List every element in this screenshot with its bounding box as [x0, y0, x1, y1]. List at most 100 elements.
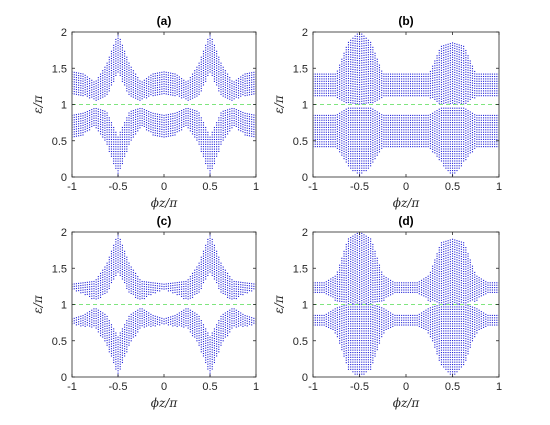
band-point — [172, 77, 174, 79]
band-point — [170, 91, 172, 93]
band-point — [334, 95, 336, 97]
band-point — [367, 78, 369, 80]
band-point — [124, 131, 126, 133]
band-point — [339, 74, 341, 76]
band-point — [99, 114, 102, 116]
band-point — [454, 172, 456, 174]
band-point — [440, 148, 443, 150]
band-point — [145, 90, 148, 92]
band-point — [401, 126, 403, 128]
band-point — [467, 155, 469, 157]
band-point — [194, 117, 196, 119]
band-point — [467, 81, 469, 83]
band-point — [454, 47, 456, 49]
band-point — [367, 82, 369, 85]
band-point — [359, 162, 361, 164]
band-point — [218, 122, 220, 124]
band-point — [242, 91, 244, 93]
band-point — [365, 92, 367, 95]
band-point — [463, 126, 465, 128]
band-point — [224, 82, 226, 84]
band-point — [447, 46, 449, 48]
band-point — [434, 142, 436, 144]
band-point — [365, 66, 367, 68]
band-point — [403, 126, 405, 128]
band-point — [156, 113, 159, 115]
band-point — [423, 117, 425, 119]
band-point — [209, 151, 211, 153]
band-point — [361, 83, 363, 86]
band-point — [445, 90, 447, 92]
band-point — [438, 57, 440, 59]
band-point — [432, 148, 434, 150]
band-point — [447, 74, 449, 77]
band-point — [363, 129, 365, 131]
band-point — [240, 95, 242, 97]
band-point — [341, 75, 343, 77]
band-point — [108, 131, 110, 133]
band-point — [363, 71, 365, 73]
band-point — [91, 84, 93, 86]
band-point — [328, 119, 330, 121]
band-point — [124, 138, 126, 141]
band-point — [372, 49, 374, 51]
band-point — [110, 79, 113, 81]
band-point — [124, 141, 126, 143]
band-point — [202, 122, 205, 124]
band-point — [465, 78, 467, 80]
band-point — [469, 145, 471, 147]
band-point — [102, 70, 104, 72]
band-point — [361, 95, 363, 98]
band-point — [332, 73, 334, 75]
band-point — [209, 139, 211, 141]
band-point — [75, 91, 77, 93]
band-point — [82, 117, 84, 119]
band-point — [456, 89, 458, 91]
band-point — [350, 44, 352, 46]
band-point — [452, 148, 454, 150]
band-point — [211, 162, 213, 165]
band-point — [443, 131, 445, 133]
band-point — [330, 83, 332, 85]
band-point — [458, 112, 460, 114]
band-point — [124, 65, 126, 67]
band-point — [416, 95, 418, 97]
band-point — [205, 68, 207, 70]
band-point — [106, 119, 108, 121]
band-point — [314, 119, 316, 121]
band-point — [218, 68, 220, 70]
band-point — [427, 134, 429, 136]
band-point — [341, 140, 343, 142]
band-point — [374, 119, 376, 121]
band-point — [383, 136, 385, 138]
band-point — [367, 112, 369, 114]
band-point — [491, 90, 493, 92]
band-point — [485, 75, 487, 78]
band-point — [352, 167, 354, 169]
band-point — [323, 136, 325, 138]
band-point — [137, 77, 139, 79]
band-point — [403, 114, 405, 116]
band-point — [440, 98, 443, 100]
band-point — [363, 146, 365, 148]
band-point — [365, 68, 367, 71]
band-point — [356, 155, 358, 157]
band-point — [213, 47, 215, 49]
band-point — [115, 60, 117, 62]
band-point — [447, 162, 449, 164]
band-point — [483, 124, 485, 126]
band-point — [480, 138, 482, 140]
band-point — [370, 129, 372, 131]
band-point — [443, 95, 445, 97]
band-point — [130, 88, 132, 90]
band-point — [119, 46, 121, 48]
band-point — [352, 102, 354, 104]
band-point — [396, 114, 398, 116]
band-point — [374, 114, 376, 116]
band-point — [421, 138, 423, 140]
band-point — [86, 293, 88, 295]
band-point — [224, 86, 226, 89]
band-point — [365, 122, 367, 124]
band-point — [365, 37, 367, 39]
band-point — [211, 146, 213, 148]
